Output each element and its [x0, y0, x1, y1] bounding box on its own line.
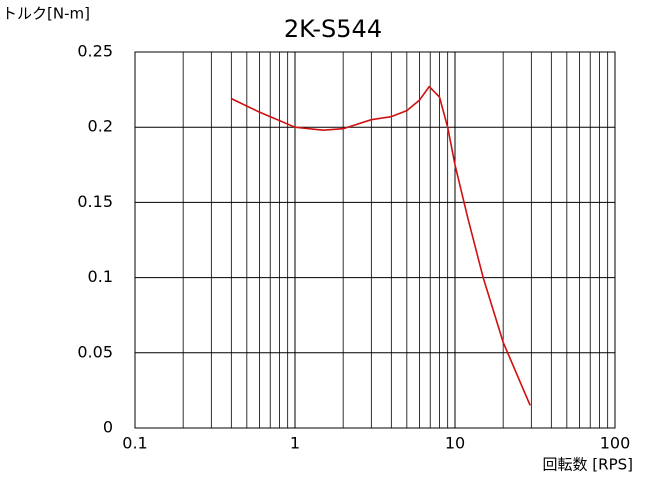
chart-title: 2K-S544 — [284, 15, 382, 43]
x-tick-label: 100 — [600, 434, 631, 453]
x-tick-label: 0.1 — [122, 434, 147, 453]
plot-frame — [134, 51, 616, 429]
y-tick-label: 0.15 — [77, 192, 113, 211]
y-tick-label: 0.05 — [77, 342, 113, 361]
y-tick-label: 0.25 — [77, 42, 113, 61]
y-axis-label: トルク[N-m] — [2, 5, 90, 23]
data-line — [230, 85, 531, 406]
x-tick-label: 1 — [290, 434, 300, 453]
x-tick-label: 10 — [445, 434, 465, 453]
y-tick-label: 0.1 — [88, 267, 113, 286]
y-tick-label: 0.2 — [88, 117, 113, 136]
x-axis-label: 回転数 [RPS] — [543, 456, 633, 474]
y-tick-label: 0 — [103, 418, 113, 437]
